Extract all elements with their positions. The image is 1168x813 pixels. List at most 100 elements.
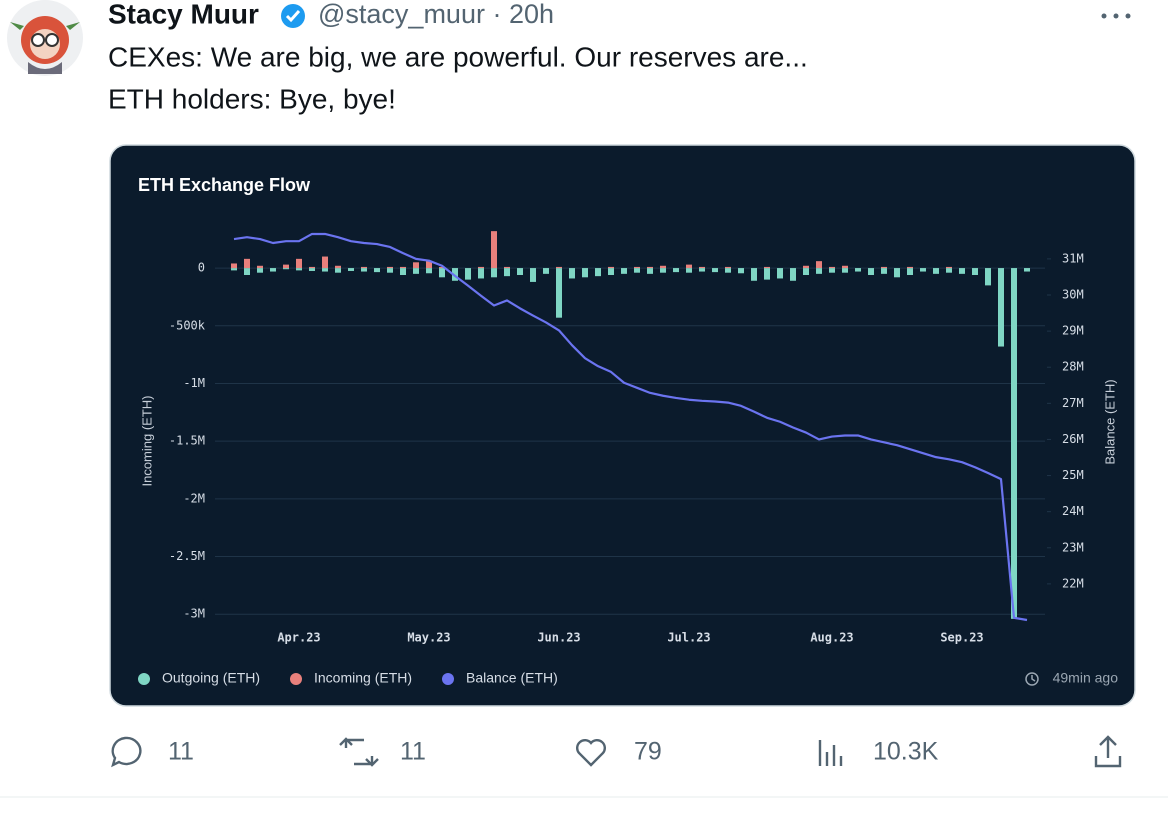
bar — [855, 268, 861, 272]
bar — [712, 268, 718, 273]
bar — [517, 268, 523, 275]
y-tick-label: -2M — [183, 491, 205, 505]
bar — [296, 268, 302, 271]
legend-swatch — [442, 673, 454, 685]
bar — [842, 268, 848, 273]
updated-icon — [1025, 672, 1039, 686]
author-name[interactable]: Stacy Muur — [108, 0, 259, 29]
x-tick-label: Sep.23 — [940, 631, 983, 645]
bar — [426, 261, 432, 269]
x-tick-label: Aug.23 — [810, 631, 853, 645]
bar — [907, 266, 913, 269]
bar — [244, 258, 250, 269]
bar — [283, 264, 289, 269]
bar — [335, 265, 341, 269]
x-tick-label: Jul.23 — [667, 631, 710, 645]
chart-card[interactable] — [109, 144, 1136, 707]
bar — [946, 268, 952, 273]
bar — [842, 265, 848, 269]
bar — [387, 266, 393, 269]
bar — [634, 268, 640, 273]
retweet-count: 11 — [400, 738, 426, 766]
bar — [673, 268, 679, 273]
bar — [439, 268, 445, 278]
balance-line — [233, 232, 1028, 622]
bar — [335, 268, 341, 273]
bar — [270, 268, 276, 272]
bar — [413, 262, 419, 269]
like-button[interactable] — [576, 739, 606, 767]
bar — [1011, 268, 1017, 619]
y-tick-label: -1.5M — [169, 434, 205, 448]
bar — [738, 268, 744, 274]
like-count: 79 — [634, 738, 662, 766]
more-menu[interactable] — [1101, 13, 1131, 19]
bar — [686, 268, 692, 273]
bar — [582, 268, 588, 278]
bar — [257, 265, 263, 269]
bar — [985, 268, 991, 286]
bar — [231, 268, 237, 271]
bar — [868, 268, 874, 275]
bar — [400, 266, 406, 269]
bar — [478, 266, 484, 269]
bar — [608, 266, 614, 269]
views-button[interactable] — [818, 740, 843, 766]
bar — [296, 258, 302, 269]
bar — [777, 268, 783, 279]
updated-time: 49min ago — [1053, 670, 1119, 686]
view-count: 10.3K — [873, 738, 939, 766]
bar — [283, 268, 289, 270]
bar — [959, 268, 965, 274]
bar — [491, 231, 497, 269]
bar — [764, 268, 770, 280]
bar — [413, 268, 419, 274]
legend-swatch — [138, 673, 150, 685]
bar — [816, 261, 822, 269]
y2-tick-label: 24M — [1062, 504, 1084, 518]
bar — [361, 268, 367, 272]
bar — [426, 268, 432, 274]
tweet-text: CEXes: We are big, we are powerful. Our … — [108, 41, 808, 72]
bar — [478, 268, 484, 279]
bar — [504, 268, 510, 277]
bar — [660, 265, 666, 269]
bar — [686, 264, 692, 269]
y2-tick-label: 25M — [1062, 468, 1084, 482]
y2-tick-label: 29M — [1062, 324, 1084, 338]
avatar[interactable] — [7, 0, 83, 76]
author-meta[interactable]: @stacy_muur · 20h — [318, 0, 554, 29]
retweet-button[interactable] — [339, 737, 379, 767]
y-tick-label: -1M — [183, 376, 205, 390]
bar — [751, 268, 757, 281]
chart-title: ETH Exchange Flow — [138, 175, 311, 195]
tweet-text: ETH holders: Bye, bye! — [108, 83, 396, 114]
bar — [530, 268, 536, 282]
bar — [920, 268, 926, 272]
bar — [439, 266, 445, 269]
share-button[interactable] — [1094, 735, 1122, 768]
bar — [829, 266, 835, 269]
reply-button[interactable] — [111, 736, 142, 768]
bar — [309, 266, 315, 269]
bar — [608, 268, 614, 275]
bar — [374, 268, 380, 273]
bar — [452, 268, 458, 281]
bar — [699, 268, 705, 272]
legend-label: Balance (ETH) — [466, 670, 558, 686]
legend-swatch — [290, 673, 302, 685]
y2-tick-label: 30M — [1062, 288, 1084, 302]
bar — [933, 268, 939, 274]
bar — [257, 268, 263, 273]
bar — [569, 268, 575, 279]
bar — [621, 268, 627, 274]
bar — [946, 266, 952, 269]
y-tick-label: 0 — [198, 261, 205, 275]
y2-tick-label: 22M — [1062, 576, 1084, 590]
bar — [764, 266, 770, 269]
bar — [322, 268, 328, 272]
bar — [881, 268, 887, 274]
bar — [790, 268, 796, 281]
bar — [348, 268, 354, 271]
